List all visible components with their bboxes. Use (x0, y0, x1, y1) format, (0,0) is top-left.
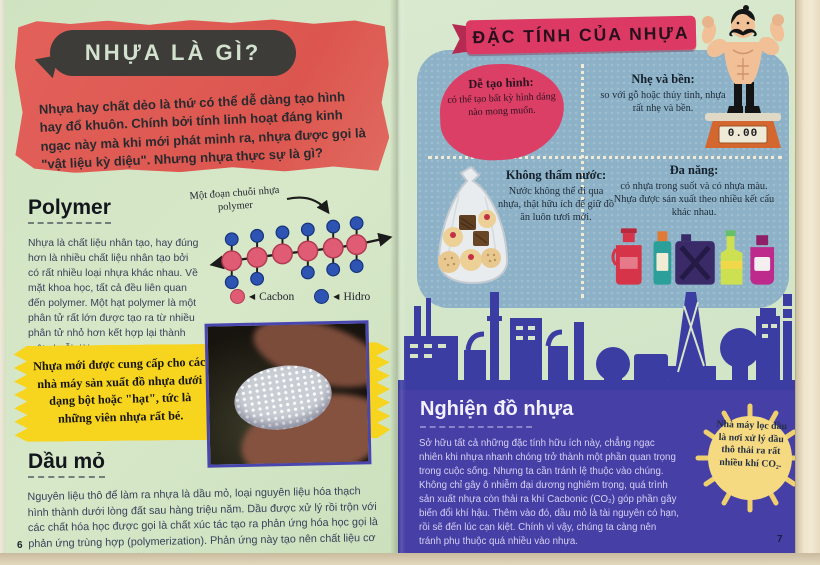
dotted-divider-horizontal (428, 156, 782, 159)
polymer-chain-diagram (209, 216, 393, 290)
property-card-waterproof: Không thấm nước: Nước không thể đi qua n… (498, 168, 614, 225)
legend-label: Hidro (343, 290, 371, 303)
property-title: Đa năng: (669, 163, 719, 177)
property-text: so với gỗ hoặc thủy tinh, nhựa rất nhẹ v… (600, 90, 726, 115)
page-edge-left (0, 0, 6, 553)
intro-paragraph: Nhựa hay chất dẻo là thứ có thể dễ dàng … (38, 89, 367, 173)
left-page: NHỰA LÀ GÌ? Nhựa hay chất dẻo là thứ có … (0, 0, 398, 565)
property-text: Nước không thể đi qua nhựa, thật hữu ích… (498, 186, 614, 224)
title-ribbon: ĐẶC TÍNH CỦA NHỰA (465, 15, 697, 55)
carbon-dot-icon (230, 289, 245, 304)
addiction-heading: Nghiện đồ nhựa (420, 398, 574, 420)
property-text: có thể tạo bất kỳ hình dáng nào mong muố… (447, 91, 556, 118)
curved-arrow-icon (286, 196, 330, 215)
scale-display: 0.00 (727, 128, 759, 140)
legend-pointer-icon: ◀ (249, 292, 256, 301)
property-title: Nhẹ và bền: (631, 72, 695, 86)
legend-item-carbon: ◀ Cacbon (230, 289, 294, 304)
addiction-heading-rule (420, 426, 532, 428)
polymer-paragraph: Nhựa là chất liệu nhân tạo, hay đúng hơn… (28, 238, 199, 355)
addiction-paragraph: Sở hữu tất cả những đặc tính hữu ích này… (419, 438, 679, 548)
plastic-bottles-icon (611, 228, 775, 285)
right-page: ĐẶC TÍNH CỦA NHỰA 0.00 Dễ tạ (398, 0, 805, 553)
book-spine (390, 0, 406, 553)
factory-silhouette-icon (398, 292, 795, 394)
dotted-divider-vertical (581, 64, 584, 298)
hydro-dot-icon (314, 289, 330, 304)
legend-pointer-icon: ◀ (333, 292, 340, 301)
diagram-legend: ◀ Cacbon ◀ Hidro (230, 289, 370, 304)
property-title: Dễ tạo hình: (468, 74, 534, 92)
legend-label: Cacbon (259, 290, 295, 303)
oil-heading: Dầu mỏ (28, 450, 105, 478)
sun-callout: Nhà máy lọc dầu là nơi xử lý dầu thô thả… (690, 398, 810, 516)
page-title: NHỰA LÀ GÌ? (84, 40, 262, 65)
property-card-light: Nhẹ và bền: so với gỗ hoặc thủy tinh, nh… (598, 72, 728, 115)
table-edge-bottom (0, 553, 820, 565)
strongman-on-scale-icon (701, 5, 785, 148)
legend-item-hydro: ◀ Hidro (314, 289, 370, 304)
property-card-versatile: Đa năng: có nhựa trong suốt và có nhựa m… (608, 163, 780, 220)
property-title: Không thấm nước: (505, 168, 607, 182)
page-number-left: 6 (17, 540, 23, 551)
sun-note: Nhà máy lọc dầu là nơi xử lý dầu thô thả… (716, 418, 788, 471)
property-text: có nhựa trong suốt và có nhựa màu. Nhựa … (613, 181, 775, 219)
plastic-bag-icon (437, 165, 509, 285)
sun-icon (695, 403, 805, 513)
page-edge-right (795, 0, 820, 565)
properties-title: ĐẶC TÍNH CỦA NHỰA (472, 22, 690, 48)
pellets-callout-text: Nhựa mới được cung cấp cho các nhà máy s… (32, 354, 206, 426)
pellets-photo (204, 320, 372, 468)
page-number-right: 7 (777, 534, 783, 545)
title-speech-bubble: NHỰA LÀ GÌ? (31, 30, 296, 79)
polymer-heading: Polymer (28, 196, 111, 224)
